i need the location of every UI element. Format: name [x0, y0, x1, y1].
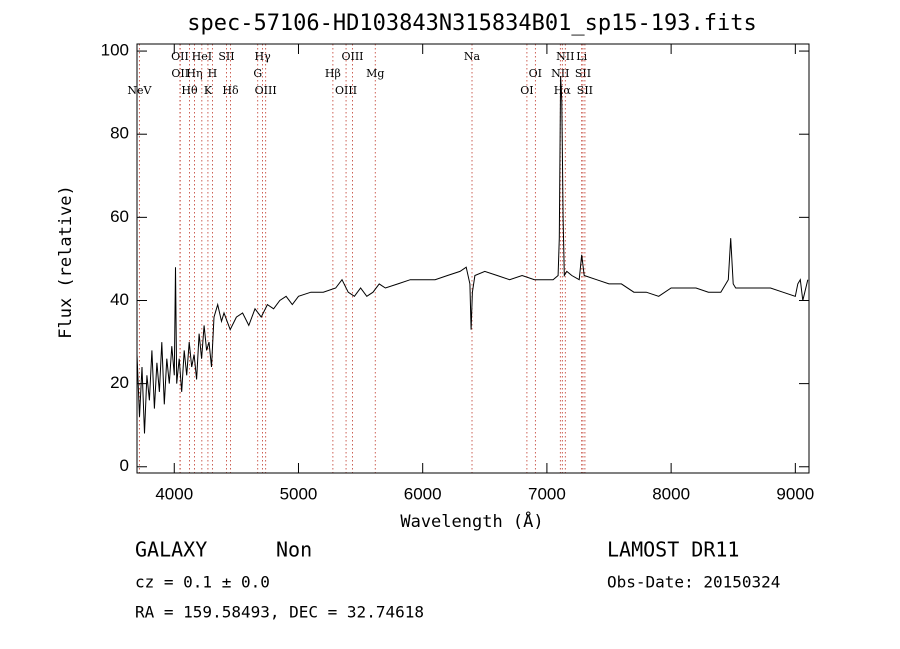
line-label: OI — [520, 84, 533, 97]
y-tick-label: 80 — [110, 124, 129, 143]
line-label: G — [253, 67, 262, 80]
spectrum — [136, 75, 809, 434]
y-tick-label: 20 — [110, 373, 129, 392]
line-label: Hθ — [181, 84, 198, 97]
line-label: Hη — [186, 67, 202, 80]
line-label: OI — [529, 67, 542, 80]
x-tick-label: 8000 — [652, 484, 690, 503]
line-label: NeV — [127, 84, 152, 97]
subclass: Non — [276, 538, 312, 562]
chart-title: spec-57106-HD103843N315834B01_sp15-193.f… — [187, 11, 757, 36]
line-label: SII — [577, 84, 593, 97]
y-axis-label: Flux (relative) — [56, 185, 76, 339]
line-label: HeI — [192, 50, 212, 63]
line-label: OIII — [341, 50, 363, 63]
redshift: cz = 0.1 ± 0.0 — [135, 573, 270, 592]
x-tick-label: 5000 — [280, 484, 318, 503]
obs-date: Obs-Date: 20150324 — [607, 573, 780, 592]
y-tick-label: 60 — [110, 207, 129, 226]
x-tick-label: 6000 — [404, 484, 442, 503]
line-label: Hδ — [222, 84, 239, 97]
coordinates: RA = 159.58493, DEC = 32.74618 — [135, 603, 424, 622]
y-tick-label: 40 — [110, 290, 129, 309]
line-label: Li — [576, 50, 587, 63]
survey: LAMOST DR11 — [607, 538, 739, 562]
line-label: NII — [556, 50, 574, 63]
x-axis-label: Wavelength (Å) — [400, 510, 543, 532]
line-label: SII — [575, 67, 591, 80]
line-label: Hβ — [325, 67, 341, 80]
line-label: K — [204, 84, 213, 97]
line-label: H — [208, 67, 218, 80]
y-tick-label: 0 — [120, 456, 129, 475]
object-class: GALAXY — [135, 538, 207, 562]
line-label: OIII — [335, 84, 357, 97]
x-tick-label: 9000 — [776, 484, 814, 503]
plot-frame — [136, 43, 810, 474]
line-label: OII — [171, 67, 189, 80]
line-label: OIII — [255, 84, 277, 97]
y-tick-label: 100 — [101, 41, 129, 60]
line-label: Hα — [554, 84, 572, 97]
x-tick-label: 7000 — [528, 484, 566, 503]
line-label: Na — [464, 50, 481, 63]
line-label: SII — [218, 50, 234, 63]
line-label: Mg — [366, 67, 384, 80]
line-label: Hγ — [254, 50, 271, 63]
x-tick-label: 4000 — [155, 484, 193, 503]
